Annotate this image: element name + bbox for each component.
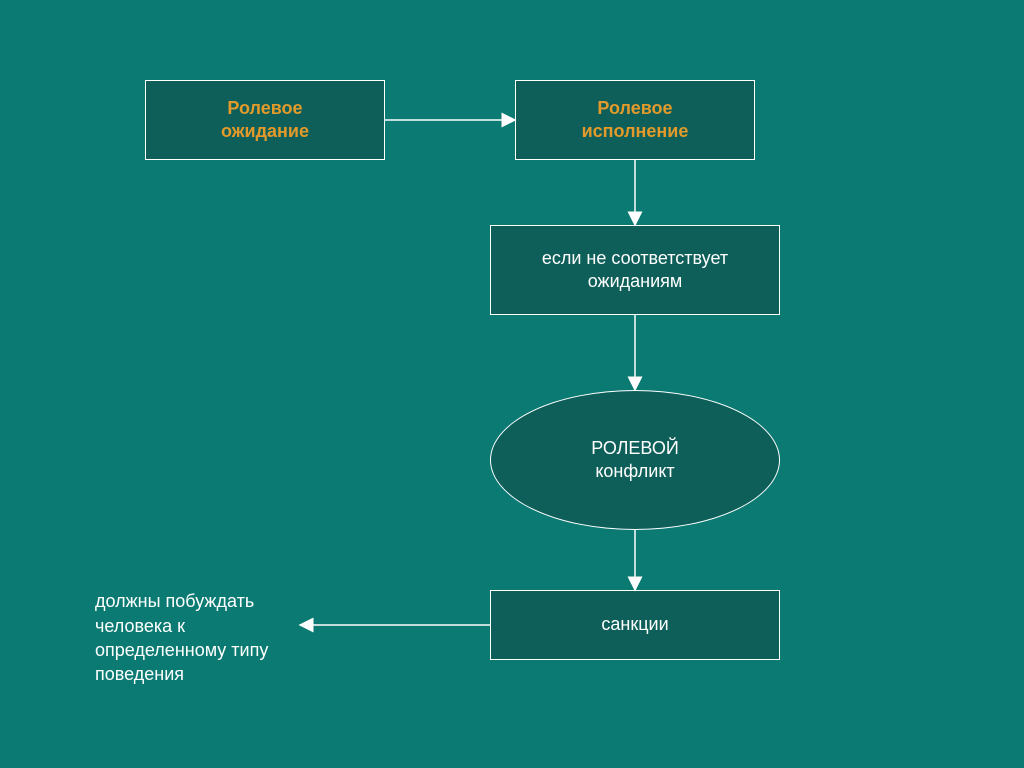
node-label: санкции — [601, 613, 668, 636]
sanctions-annotation: должны побуждать человека к определенном… — [95, 565, 268, 686]
node-mismatch: если не соответствует ожиданиям — [490, 225, 780, 315]
node-label: Ролевое ожидание — [221, 97, 309, 144]
diagram-canvas: Ролевое ожидание Ролевое исполнение если… — [0, 0, 1024, 768]
node-label: Ролевое исполнение — [582, 97, 689, 144]
node-label: если не соответствует ожиданиям — [542, 247, 728, 294]
node-sanctions: санкции — [490, 590, 780, 660]
node-role-expectation: Ролевое ожидание — [145, 80, 385, 160]
node-role-conflict: РОЛЕВОЙ конфликт — [490, 390, 780, 530]
node-label: РОЛЕВОЙ конфликт — [591, 437, 679, 484]
node-role-performance: Ролевое исполнение — [515, 80, 755, 160]
annotation-text: должны побуждать человека к определенном… — [95, 591, 268, 684]
